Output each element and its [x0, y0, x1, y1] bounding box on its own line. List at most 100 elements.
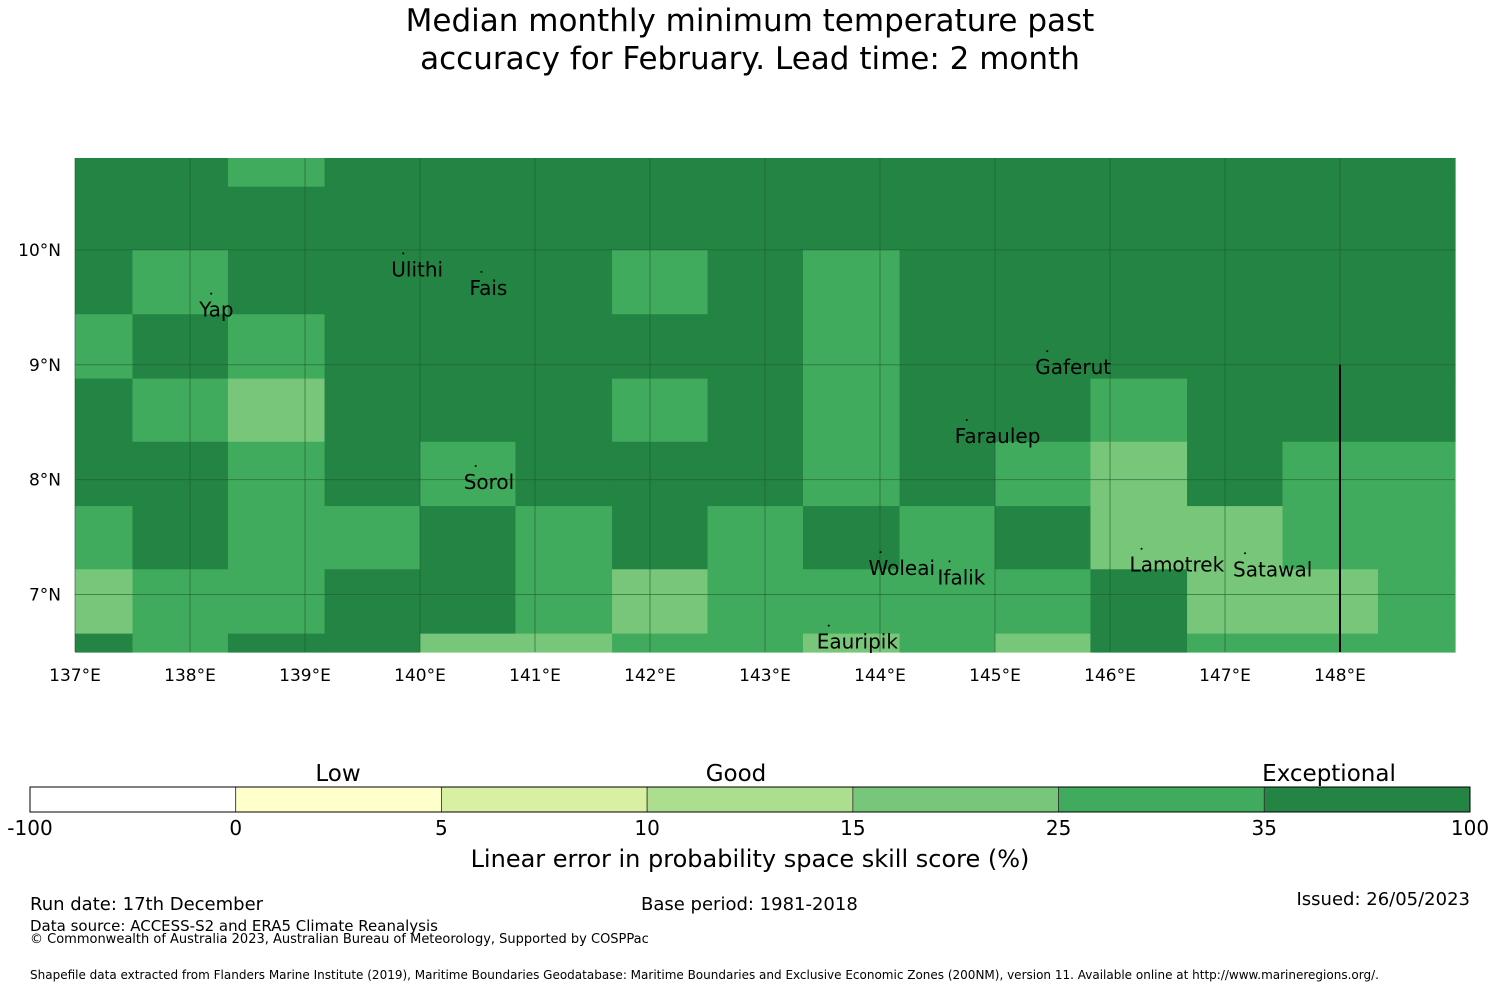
grid-cell — [1377, 569, 1456, 635]
island-marker — [1244, 552, 1247, 555]
colorbar-tick-label: 5 — [435, 816, 448, 840]
longitude-labels: 137°E 138°E 139°E 140°E 141°E 142°E 143°E 144°E… — [49, 666, 1366, 686]
grid-cell — [1187, 314, 1284, 380]
grid-cell — [612, 186, 709, 251]
colorbar-swatch — [646, 786, 854, 813]
grid-cell — [132, 633, 229, 653]
island-marker — [402, 252, 405, 255]
place-label: Gaferut — [1035, 355, 1111, 379]
grid-cell — [995, 158, 1092, 188]
island-marker — [879, 551, 882, 554]
grid-cell — [324, 314, 421, 380]
grid-cell — [802, 186, 901, 251]
title-line-1: Median monthly minimum temperature past — [405, 3, 1095, 39]
map-title: Median monthly minimum temperature past … — [0, 2, 1500, 78]
grid-cell — [995, 186, 1092, 251]
grid-cell — [995, 506, 1092, 570]
island-marker — [1140, 547, 1143, 550]
colorbar-category-label: Low — [315, 761, 360, 787]
grid-cell — [132, 158, 229, 188]
grid-cell — [707, 249, 804, 315]
colorbar-swatch — [1058, 786, 1265, 813]
grid-cell — [132, 569, 229, 635]
lon-tick-label: 139°E — [279, 666, 331, 686]
grid-cell — [420, 441, 517, 507]
skill-grid — [75, 158, 1456, 653]
colorbar-frame — [29, 786, 1471, 813]
grid-cell — [802, 249, 901, 315]
grid-cell — [75, 186, 134, 251]
grid-cell — [1377, 441, 1456, 507]
base-period: Base period: 1981-2018 — [641, 894, 858, 915]
grid-cell — [707, 158, 804, 188]
grid-cell — [899, 249, 996, 315]
issued-date: Issued: 26/05/2023 — [1296, 889, 1470, 910]
grid-cell — [707, 441, 804, 507]
colorbar: -100 0 5 10 15 25 35 100 Low Good Exceptional — [7, 761, 1489, 840]
grid-cell — [899, 441, 996, 507]
grid-cell — [132, 441, 229, 507]
place-label: Fais — [469, 276, 507, 300]
grid-cell — [75, 569, 134, 635]
grid-cell — [1377, 378, 1456, 443]
grid-cell — [1282, 186, 1379, 251]
grid-cell — [1090, 186, 1188, 251]
grid-cell — [1090, 569, 1188, 635]
colorbar-tick-label: 15 — [840, 816, 865, 840]
grid-cell — [132, 314, 229, 380]
grid-cell — [1187, 569, 1284, 635]
grid-cell — [515, 441, 613, 507]
grid-cell — [1282, 441, 1379, 507]
grid-cell — [324, 441, 421, 507]
grid-cell — [995, 314, 1092, 380]
grid-cell — [1090, 249, 1188, 315]
grid-cell — [1282, 314, 1379, 380]
grid-cell — [612, 378, 709, 443]
grid-cell — [1282, 249, 1379, 315]
place-label: Sorol — [464, 470, 515, 494]
grid-cell — [612, 158, 709, 188]
grid-cell — [1187, 633, 1284, 653]
lon-tick-label: 144°E — [854, 666, 906, 686]
shapefile-credit: Shapefile data extracted from Flanders M… — [30, 968, 1379, 982]
lon-tick-label: 140°E — [394, 666, 446, 686]
lat-tick-label: 7°N — [29, 586, 61, 606]
grid-cell — [227, 633, 326, 653]
grid-cell — [612, 441, 709, 507]
grid-cell — [1282, 506, 1379, 570]
place-label: Ifalik — [938, 565, 986, 589]
grid-cell — [227, 378, 326, 443]
grid-cell — [227, 506, 326, 570]
grid-cell — [515, 158, 613, 188]
grid-cell — [707, 186, 804, 251]
grid-cell — [802, 378, 901, 443]
grid-cell — [1377, 186, 1456, 251]
lat-tick-label: 9°N — [29, 356, 61, 376]
run-date: Run date: 17th December — [30, 894, 264, 915]
colorbar-swatch — [235, 786, 442, 813]
grid-cell — [1377, 506, 1456, 570]
grid-cell — [1187, 441, 1284, 507]
grid-cell — [420, 186, 517, 251]
place-label: Lamotrek — [1130, 553, 1225, 577]
grid-cell — [899, 569, 996, 635]
grid-cell — [899, 314, 996, 380]
grid-cell — [75, 158, 134, 188]
grid-cell — [75, 249, 134, 315]
grid-cell — [995, 378, 1092, 443]
grid-cell — [324, 186, 421, 251]
grid-cell — [612, 569, 709, 635]
grid-cell — [1282, 633, 1379, 653]
grid-cell — [899, 633, 996, 653]
colorbar-tick-label: 0 — [229, 816, 242, 840]
place-label: Woleai — [869, 556, 936, 580]
lon-tick-label: 142°E — [624, 666, 676, 686]
place-label: Yap — [198, 298, 233, 322]
grid-cell — [324, 506, 421, 570]
grid-cell — [707, 314, 804, 380]
grid-cell — [1090, 633, 1188, 653]
colorbar-tick-label: 10 — [634, 816, 659, 840]
grid-cell — [802, 441, 901, 507]
lon-tick-label: 138°E — [164, 666, 216, 686]
grid-cell — [227, 158, 326, 188]
